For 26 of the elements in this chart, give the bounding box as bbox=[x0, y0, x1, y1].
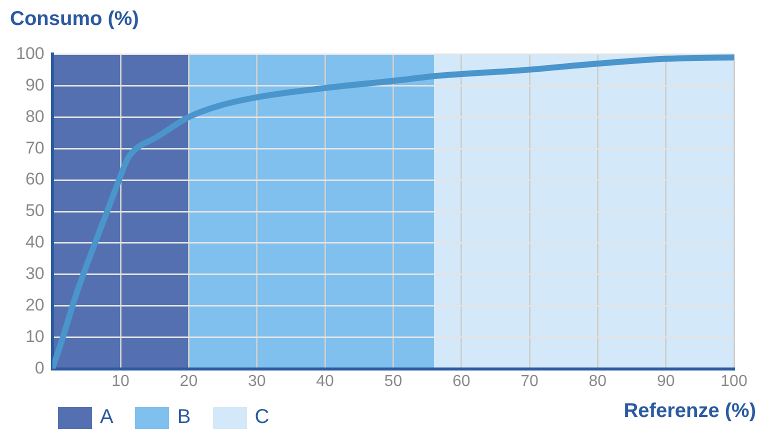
legend-label: C bbox=[254, 406, 270, 429]
x-axis-title: Referenze (%) bbox=[624, 400, 756, 423]
legend-label: B bbox=[177, 406, 191, 429]
y-tick-label: 10 bbox=[25, 327, 44, 346]
x-tick-label: 60 bbox=[452, 372, 470, 390]
y-tick-label: 100 bbox=[16, 44, 44, 63]
y-tick-label: 90 bbox=[25, 75, 44, 94]
y-tick-label: 80 bbox=[25, 106, 44, 126]
x-tick-label: 70 bbox=[520, 372, 539, 390]
x-tick-label: 80 bbox=[588, 372, 607, 390]
x-tick-label: 90 bbox=[656, 372, 675, 390]
x-tick-label: 10 bbox=[112, 372, 130, 390]
y-tick-label: 30 bbox=[25, 264, 44, 284]
y-axis-title: Consumo (%) bbox=[10, 8, 139, 31]
y-tick-label: 40 bbox=[25, 232, 44, 252]
x-tick-label: 40 bbox=[316, 372, 334, 390]
x-tick-label: 30 bbox=[248, 372, 266, 390]
y-tick-label: 0 bbox=[34, 358, 44, 378]
x-tick-label: 20 bbox=[180, 372, 198, 390]
y-tick-label: 20 bbox=[25, 296, 44, 315]
x-tick-label: 100 bbox=[720, 372, 748, 390]
y-tick-label: 70 bbox=[25, 138, 44, 158]
y-tick-label: 50 bbox=[25, 201, 44, 220]
x-tick-label: 50 bbox=[384, 372, 402, 390]
y-tick-label: 60 bbox=[25, 170, 44, 189]
legend-label: A bbox=[100, 406, 114, 429]
